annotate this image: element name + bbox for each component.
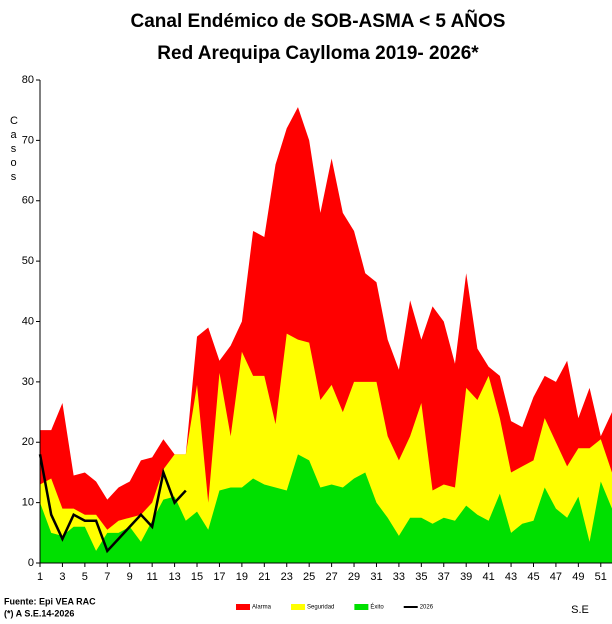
legend-label: 2026 [420,605,434,611]
y-tick-label: 60 [22,195,34,207]
y-tick-label: 70 [22,134,34,146]
x-tick-label: 27 [325,571,337,583]
y-tick-label: 40 [22,315,34,327]
y-tick-label: 50 [22,255,34,267]
note: (*) A S.E.14-2026 [4,608,74,618]
x-tick-label: 1 [37,571,43,583]
x-tick-label: 33 [393,571,405,583]
x-tick-label: 25 [303,571,315,583]
x-tick-label: 17 [213,571,225,583]
source: Fuente: Epi VEA RAC [4,596,96,606]
legend-swatch [291,604,306,610]
x-tick-label: 49 [572,571,584,583]
chart-title: Canal Endémico de SOB-ASMA < 5 AÑOS [131,10,506,32]
x-axis-label: S.E [571,604,589,616]
x-tick-label: 9 [127,571,133,583]
y-axis-label: Casos [10,115,18,183]
area [40,454,612,563]
area [40,333,612,563]
x-tick-label: 37 [438,571,450,583]
x-tick-label: 29 [348,571,360,583]
x-tick-label: 35 [415,571,427,583]
x-tick-label: 5 [82,571,88,583]
y-tick-label: 30 [22,376,34,388]
x-tick-label: 11 [146,571,157,583]
x-tick-label: 43 [505,571,517,583]
x-tick-label: 15 [191,571,203,583]
legend-label: Seguridad [307,605,334,611]
legend-label: Alarma [252,605,272,611]
x-tick-label: 31 [370,571,382,583]
y-tick-label: 0 [28,557,34,569]
x-tick-label: 19 [236,571,248,583]
x-tick-label: 41 [483,571,495,583]
x-tick-label: 23 [281,571,293,583]
y-tick-label: 20 [22,436,34,448]
line [38,454,187,554]
x-tick-label: 47 [550,571,562,583]
legend-swatch [236,604,250,610]
x-tick-label: 51 [595,571,607,583]
y-tick-label: 10 [22,497,34,509]
y-tick-label: 80 [22,74,34,86]
x-tick-label: 13 [168,571,180,583]
legend-swatch [354,604,369,610]
x-tick-label: 3 [59,571,65,583]
legend-label: Éxito [370,604,384,611]
x-tick-label: 21 [258,571,270,583]
chart-subtitle: Red Arequipa Caylloma 2019- 2026* [157,43,479,64]
x-tick-label: 45 [527,571,539,583]
x-tick-label: 7 [104,571,110,583]
x-tick-label: 39 [460,571,472,583]
